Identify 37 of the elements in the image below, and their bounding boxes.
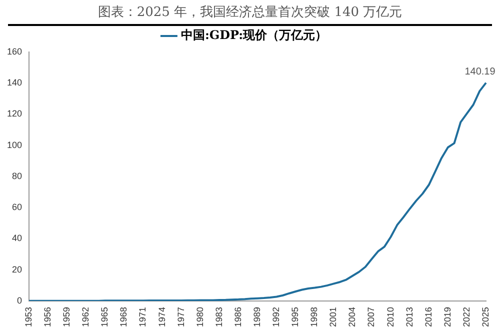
y-tick-label: 80 bbox=[12, 170, 22, 181]
y-tick-label: 120 bbox=[6, 108, 22, 119]
x-tick-label: 2016 bbox=[423, 306, 434, 328]
y-tick-label: 40 bbox=[12, 233, 22, 244]
y-tick-label: 160 bbox=[6, 46, 22, 56]
x-tick-label: 1965 bbox=[100, 306, 110, 328]
chart-title: 图表：2025 年，我国经济总量首次突破 140 万亿元 bbox=[8, 2, 492, 26]
x-tick-label: 1959 bbox=[62, 306, 72, 328]
x-tick-label: 2013 bbox=[404, 306, 414, 328]
x-tick-label: 1953 bbox=[24, 306, 34, 328]
y-tick-label: 20 bbox=[12, 264, 22, 274]
x-tick-label: 2010 bbox=[385, 306, 396, 328]
x-tick-label: 1971 bbox=[138, 306, 148, 328]
x-tick-label: 1962 bbox=[80, 306, 91, 328]
x-tick-label: 1968 bbox=[118, 306, 129, 328]
x-tick-label: 1992 bbox=[271, 306, 282, 328]
x-tick-label: 2004 bbox=[347, 306, 358, 328]
x-tick-label: 1974 bbox=[156, 306, 167, 328]
x-tick-label: 2007 bbox=[366, 306, 376, 328]
x-tick-label: 1980 bbox=[194, 306, 205, 328]
x-tick-label: 1995 bbox=[290, 306, 300, 328]
x-tick-label: 2019 bbox=[442, 306, 452, 328]
x-tick-label: 1998 bbox=[309, 306, 320, 328]
x-tick-label: 2022 bbox=[461, 306, 472, 328]
y-tick-label: 140 bbox=[6, 78, 22, 88]
y-tick-label: 100 bbox=[6, 140, 22, 150]
x-tick-label: 1986 bbox=[232, 306, 243, 328]
y-tick-label: 0 bbox=[17, 295, 22, 306]
x-tick-label: 1983 bbox=[214, 306, 224, 328]
x-tick-label: 1977 bbox=[176, 306, 186, 328]
x-tick-label: 2025 bbox=[480, 306, 490, 328]
x-tick-label: 1956 bbox=[42, 306, 53, 328]
legend-label: 中国:GDP:现价（万亿元） bbox=[180, 28, 328, 42]
y-tick-label: 60 bbox=[12, 202, 22, 212]
x-tick-label: 2001 bbox=[328, 306, 338, 328]
x-tick-label: 1989 bbox=[252, 306, 262, 328]
data-label: 140.19 bbox=[464, 66, 496, 78]
